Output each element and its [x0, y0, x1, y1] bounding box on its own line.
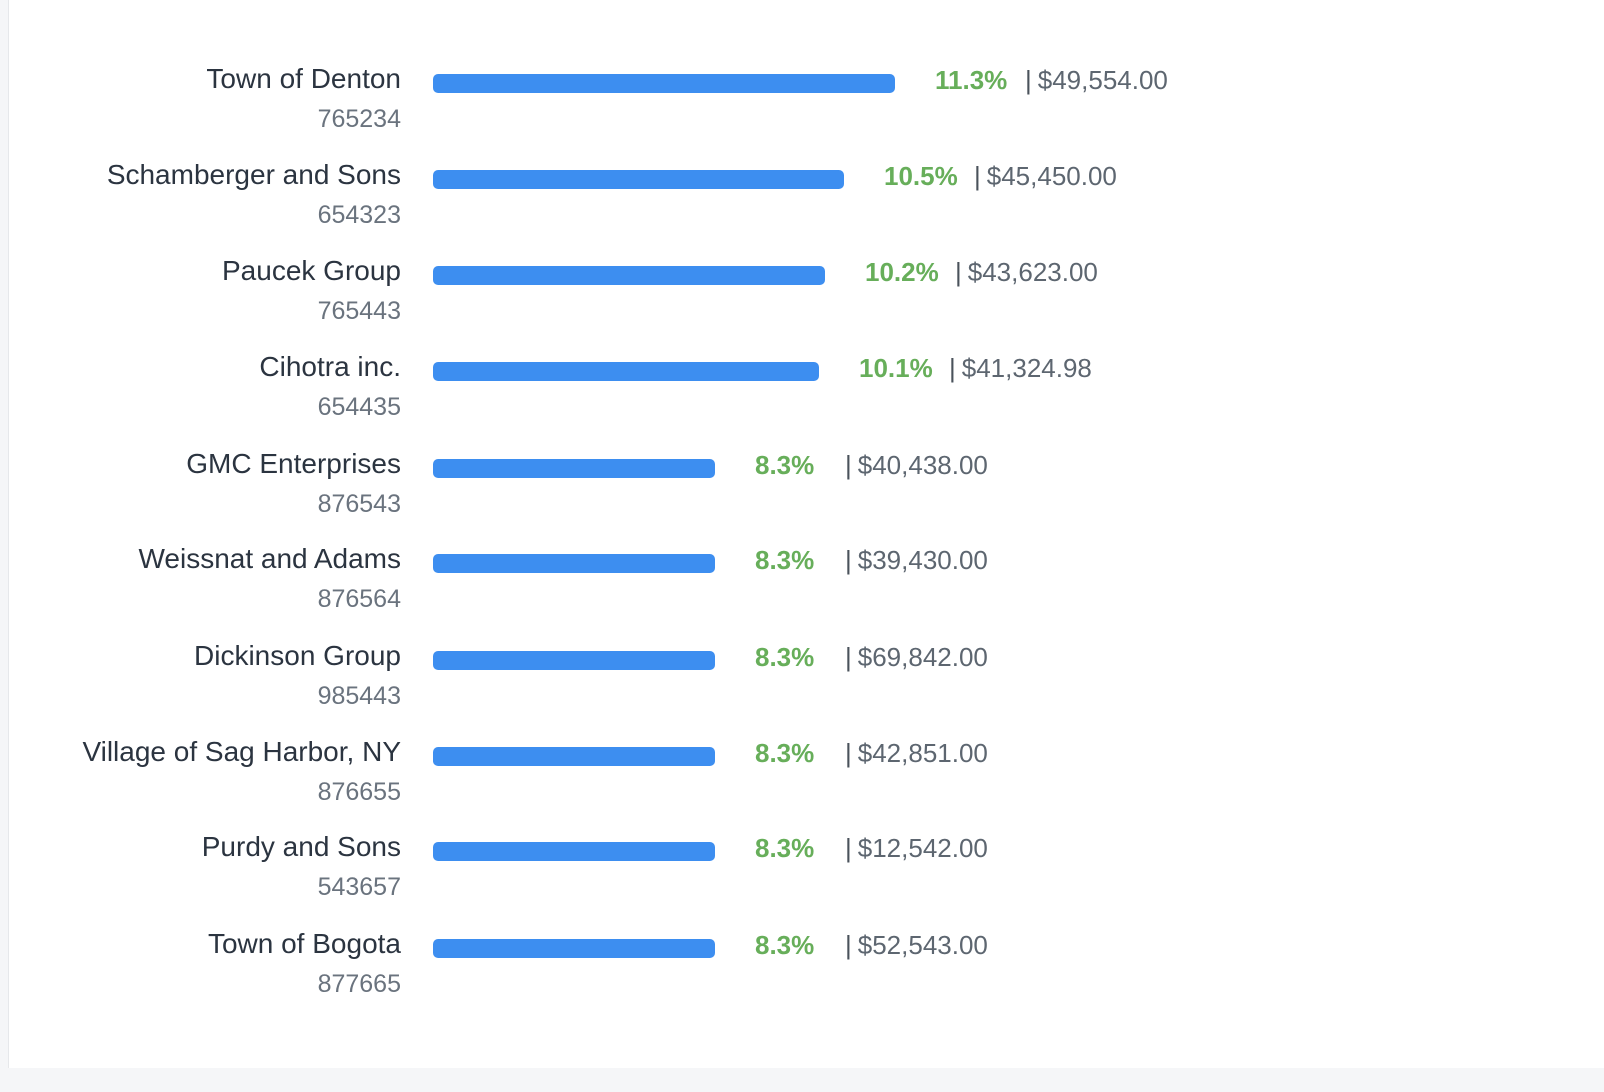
- amount-value: | $43,623.00: [955, 256, 1098, 288]
- amount-text: $40,438.00: [857, 450, 988, 480]
- item-name: GMC Enterprises: [186, 448, 401, 479]
- item-name: Village of Sag Harbor, NY: [82, 736, 401, 767]
- share-bar: [433, 842, 715, 861]
- amount-value: | $69,842.00: [845, 641, 988, 673]
- item-code: 654435: [317, 393, 401, 421]
- amount-text: $69,842.00: [857, 642, 988, 672]
- item-name: Cihotra inc.: [259, 351, 401, 382]
- amount-text: $52,543.00: [857, 930, 988, 960]
- amount-value: | $40,438.00: [845, 449, 988, 481]
- share-percent: 10.1%: [859, 353, 933, 383]
- amount-text: $39,430.00: [857, 545, 988, 575]
- amount-text: $42,851.00: [857, 738, 988, 768]
- separator: |: [845, 833, 852, 863]
- ranking-panel: Town of Denton 765234 11.3% | $49,554.00 …: [8, 0, 1604, 1068]
- share-percent: 11.3%: [935, 65, 1008, 95]
- list-item[interactable]: Purdy and Sons 543657 8.3% | $12,542.00: [9, 830, 1604, 920]
- share-percent: 8.3%: [755, 450, 815, 480]
- amount-value: | $42,851.00: [845, 737, 988, 769]
- share-bar: [433, 266, 825, 285]
- item-code: 654323: [317, 201, 401, 229]
- share-bar: [433, 651, 715, 670]
- separator: |: [845, 642, 852, 672]
- list-item[interactable]: Village of Sag Harbor, NY 876655 8.3% | $…: [9, 735, 1604, 825]
- separator: |: [845, 450, 852, 480]
- item-code: 765443: [317, 297, 401, 325]
- item-name: Purdy and Sons: [201, 831, 401, 862]
- share-percent: 10.5%: [884, 161, 958, 191]
- item-name: Dickinson Group: [194, 640, 401, 671]
- separator: |: [949, 353, 956, 383]
- list-item[interactable]: GMC Enterprises 876543 8.3% | $40,438.00: [9, 447, 1604, 537]
- list-item[interactable]: Weissnat and Adams 876564 8.3% | $39,430.…: [9, 542, 1604, 632]
- amount-value: | $49,554.00: [1025, 64, 1168, 96]
- separator: |: [845, 545, 852, 575]
- item-code: 876655: [317, 778, 401, 806]
- item-name: Weissnat and Adams: [138, 543, 401, 574]
- item-code: 543657: [317, 873, 401, 901]
- item-name: Paucek Group: [222, 255, 401, 286]
- share-bar: [433, 74, 895, 93]
- amount-value: | $52,543.00: [845, 929, 988, 961]
- amount-text: $43,623.00: [967, 257, 1098, 287]
- share-bar: [433, 747, 715, 766]
- separator: |: [845, 738, 852, 768]
- share-percent: 10.2%: [865, 257, 939, 287]
- share-bar: [433, 939, 715, 958]
- share-bar: [433, 170, 844, 189]
- item-code: 876564: [317, 585, 401, 613]
- item-code: 876543: [317, 490, 401, 518]
- list-item[interactable]: Dickinson Group 985443 8.3% | $69,842.00: [9, 639, 1604, 729]
- amount-value: | $45,450.00: [974, 160, 1117, 192]
- list-item[interactable]: Cihotra inc. 654435 10.1% | $41,324.98: [9, 350, 1604, 440]
- share-percent: 8.3%: [755, 642, 815, 672]
- share-percent: 8.3%: [755, 545, 815, 575]
- share-bar: [433, 459, 715, 478]
- amount-value: | $41,324.98: [949, 352, 1092, 384]
- share-bar: [433, 362, 819, 381]
- separator: |: [955, 257, 962, 287]
- list-item[interactable]: Schamberger and Sons 654323 10.5% | $45,4…: [9, 158, 1604, 248]
- list-item[interactable]: Paucek Group 765443 10.2% | $43,623.00: [9, 254, 1604, 344]
- list-item[interactable]: Town of Bogota 877665 8.3% | $52,543.00: [9, 927, 1604, 1017]
- amount-text: $41,324.98: [961, 353, 1092, 383]
- list-item[interactable]: Town of Denton 765234 11.3% | $49,554.00: [9, 62, 1604, 152]
- share-percent: 8.3%: [755, 833, 815, 863]
- separator: |: [974, 161, 981, 191]
- amount-text: $12,542.00: [857, 833, 988, 863]
- item-code: 765234: [317, 105, 401, 133]
- share-percent: 8.3%: [755, 738, 815, 768]
- amount-value: | $12,542.00: [845, 832, 988, 864]
- share-percent: 8.3%: [755, 930, 815, 960]
- item-name: Schamberger and Sons: [106, 159, 401, 190]
- amount-text: $49,554.00: [1037, 65, 1168, 95]
- amount-value: | $39,430.00: [845, 544, 988, 576]
- item-code: 877665: [317, 970, 401, 998]
- item-code: 985443: [317, 682, 401, 710]
- amount-text: $45,450.00: [986, 161, 1117, 191]
- separator: |: [1025, 65, 1032, 95]
- separator: |: [845, 930, 852, 960]
- item-name: Town of Denton: [206, 63, 401, 94]
- share-bar: [433, 554, 715, 573]
- item-name: Town of Bogota: [207, 928, 401, 959]
